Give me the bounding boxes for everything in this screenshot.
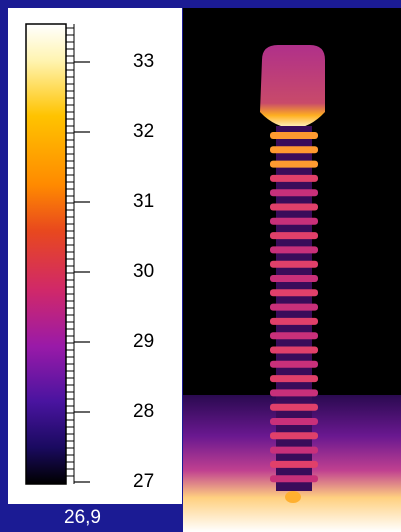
scale-tick-label: 29 xyxy=(133,331,154,352)
scale-tick-label: 32 xyxy=(133,121,154,142)
insulator-fin xyxy=(270,232,318,240)
insulator-fin xyxy=(270,432,318,440)
scale-ticks: 33 32 31 30 29 28 27 xyxy=(66,24,154,492)
insulator-fin xyxy=(270,303,318,311)
insulator-fin xyxy=(270,160,318,168)
scale-tick-label: 30 xyxy=(133,261,154,282)
insulator-fin xyxy=(270,460,318,468)
insulator-fin xyxy=(270,174,318,182)
insulator-fin xyxy=(270,189,318,197)
insulator-fin xyxy=(270,346,318,354)
insulator-fin xyxy=(270,217,318,225)
insulator-fin xyxy=(270,203,318,211)
insulator-fin xyxy=(270,146,318,154)
color-bar xyxy=(25,23,67,485)
insulator-fin xyxy=(270,475,318,483)
insulator-fin xyxy=(270,132,318,139)
insulator-fin xyxy=(270,389,318,397)
insulator-fin xyxy=(270,275,318,282)
insulator-fin xyxy=(270,418,318,425)
insulator-fin xyxy=(270,289,318,297)
scale-tick-label: 33 xyxy=(133,51,154,72)
scale-min-label: 26,9 xyxy=(64,507,101,528)
scale-tick-label: 31 xyxy=(133,191,154,212)
base xyxy=(285,491,301,503)
insulator-fin xyxy=(270,446,318,454)
scale-tick-label: 27 xyxy=(133,471,154,492)
scale-tick-label: 28 xyxy=(133,401,154,422)
insulator-stack xyxy=(270,126,318,491)
insulator-fin xyxy=(270,375,318,383)
insulator-fin xyxy=(270,260,318,268)
insulator-fin xyxy=(270,332,318,340)
insulator-fin xyxy=(270,403,318,411)
insulator-cap xyxy=(260,45,325,128)
insulator-fin xyxy=(270,317,318,325)
insulator-fin xyxy=(270,360,318,368)
insulator-fin xyxy=(270,246,318,254)
